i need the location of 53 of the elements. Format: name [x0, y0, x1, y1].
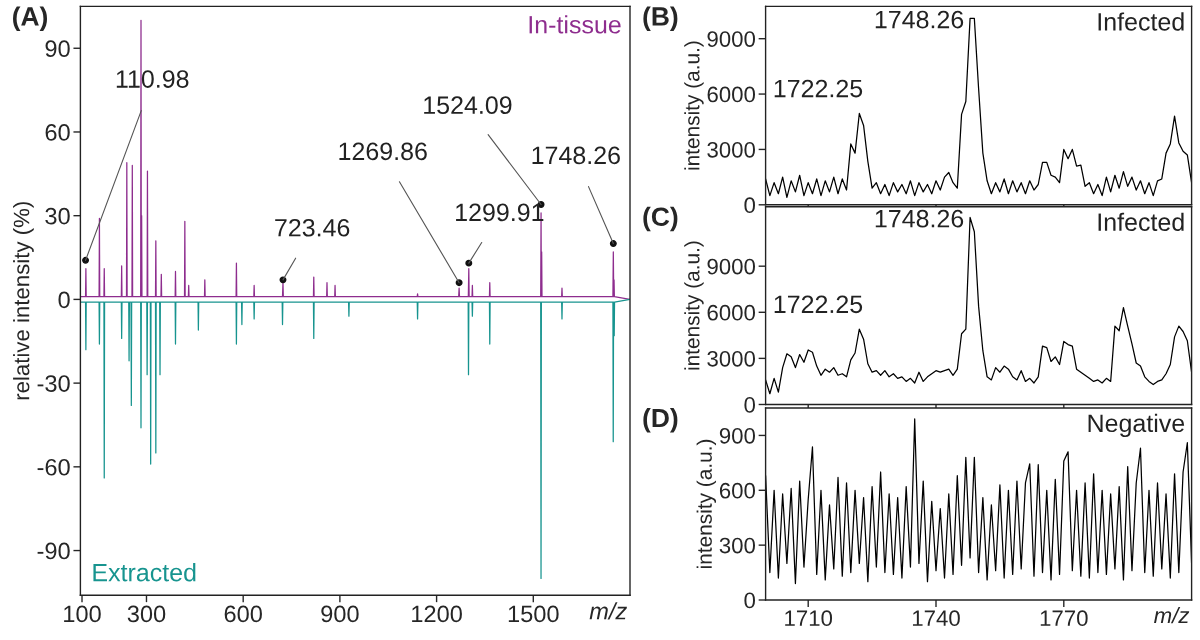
y-tick-label: 3000 [707, 350, 756, 367]
annotation: 1524.09 [424, 96, 512, 115]
y-axis-title: intensity (a.u.) [684, 41, 704, 170]
y-tick-label: 90 [45, 40, 70, 58]
x-tick-label: 600 [224, 605, 262, 623]
annotation: 1299.91 [456, 203, 544, 222]
x-tick-label: 1740 [912, 610, 960, 627]
text: In-tissue [529, 15, 621, 34]
annotation: Infected [1098, 12, 1184, 31]
x-axis-title: m/z [589, 602, 627, 620]
x-tick-label: 1710 [785, 610, 833, 627]
y-tick-label: -90 [37, 542, 70, 560]
annotation: 723.46 [275, 218, 350, 237]
y-tick-label: 0 [744, 397, 756, 413]
y-tick-label: 30 [45, 207, 70, 225]
y-tick-label: -30 [37, 375, 70, 392]
y-tick-label: 3000 [707, 141, 756, 158]
y-tick-label: 9000 [707, 258, 756, 275]
y-tick-label: 6000 [707, 86, 756, 103]
chart-title: (A) [13, 6, 48, 31]
y-tick-label: 600 [719, 482, 756, 499]
annotation: 1748.26 [875, 209, 964, 228]
y-tick-label: -60 [37, 458, 70, 476]
y-tick-label: 0 [58, 291, 70, 309]
text: Extracted [93, 563, 196, 582]
chart-title: (D) [643, 408, 678, 433]
y-tick-label: 900 [719, 427, 756, 444]
x-tick-label: 900 [321, 605, 359, 623]
line-series [80, 298, 630, 580]
chart-title: (C) [643, 206, 678, 232]
annotation: 1748.26 [875, 10, 964, 29]
y-axis-title: relative intensity (%) [13, 202, 34, 400]
annotation: Negative [1088, 413, 1185, 438]
y-tick-label: 60 [45, 124, 70, 141]
x-axis-title: m/z [1154, 607, 1190, 624]
annotation: Infected [1098, 212, 1184, 232]
x-tick-label: 300 [127, 605, 166, 623]
y-tick-label: 0 [744, 197, 756, 214]
y-axis-title: intensity (a.u.) [684, 241, 704, 370]
y-axis-title: intensity (a.u.) [696, 439, 717, 569]
y-tick-label: 0 [744, 592, 756, 609]
y-tick-label: 9000 [707, 31, 756, 47]
annotation: 1269.86 [339, 142, 427, 161]
x-tick-label: 1770 [1040, 610, 1088, 627]
x-tick-label: 100 [64, 605, 101, 623]
y-tick-label: 6000 [707, 304, 756, 321]
annotation: 1722.25 [774, 295, 863, 314]
x-tick-label: 1200 [412, 605, 462, 623]
x-tick-label: 1500 [508, 605, 559, 623]
y-tick-label: 300 [719, 537, 756, 554]
annotation: 1748.26 [532, 146, 620, 165]
annotation: 1722.25 [774, 79, 863, 98]
chart-title: (B) [643, 6, 678, 31]
